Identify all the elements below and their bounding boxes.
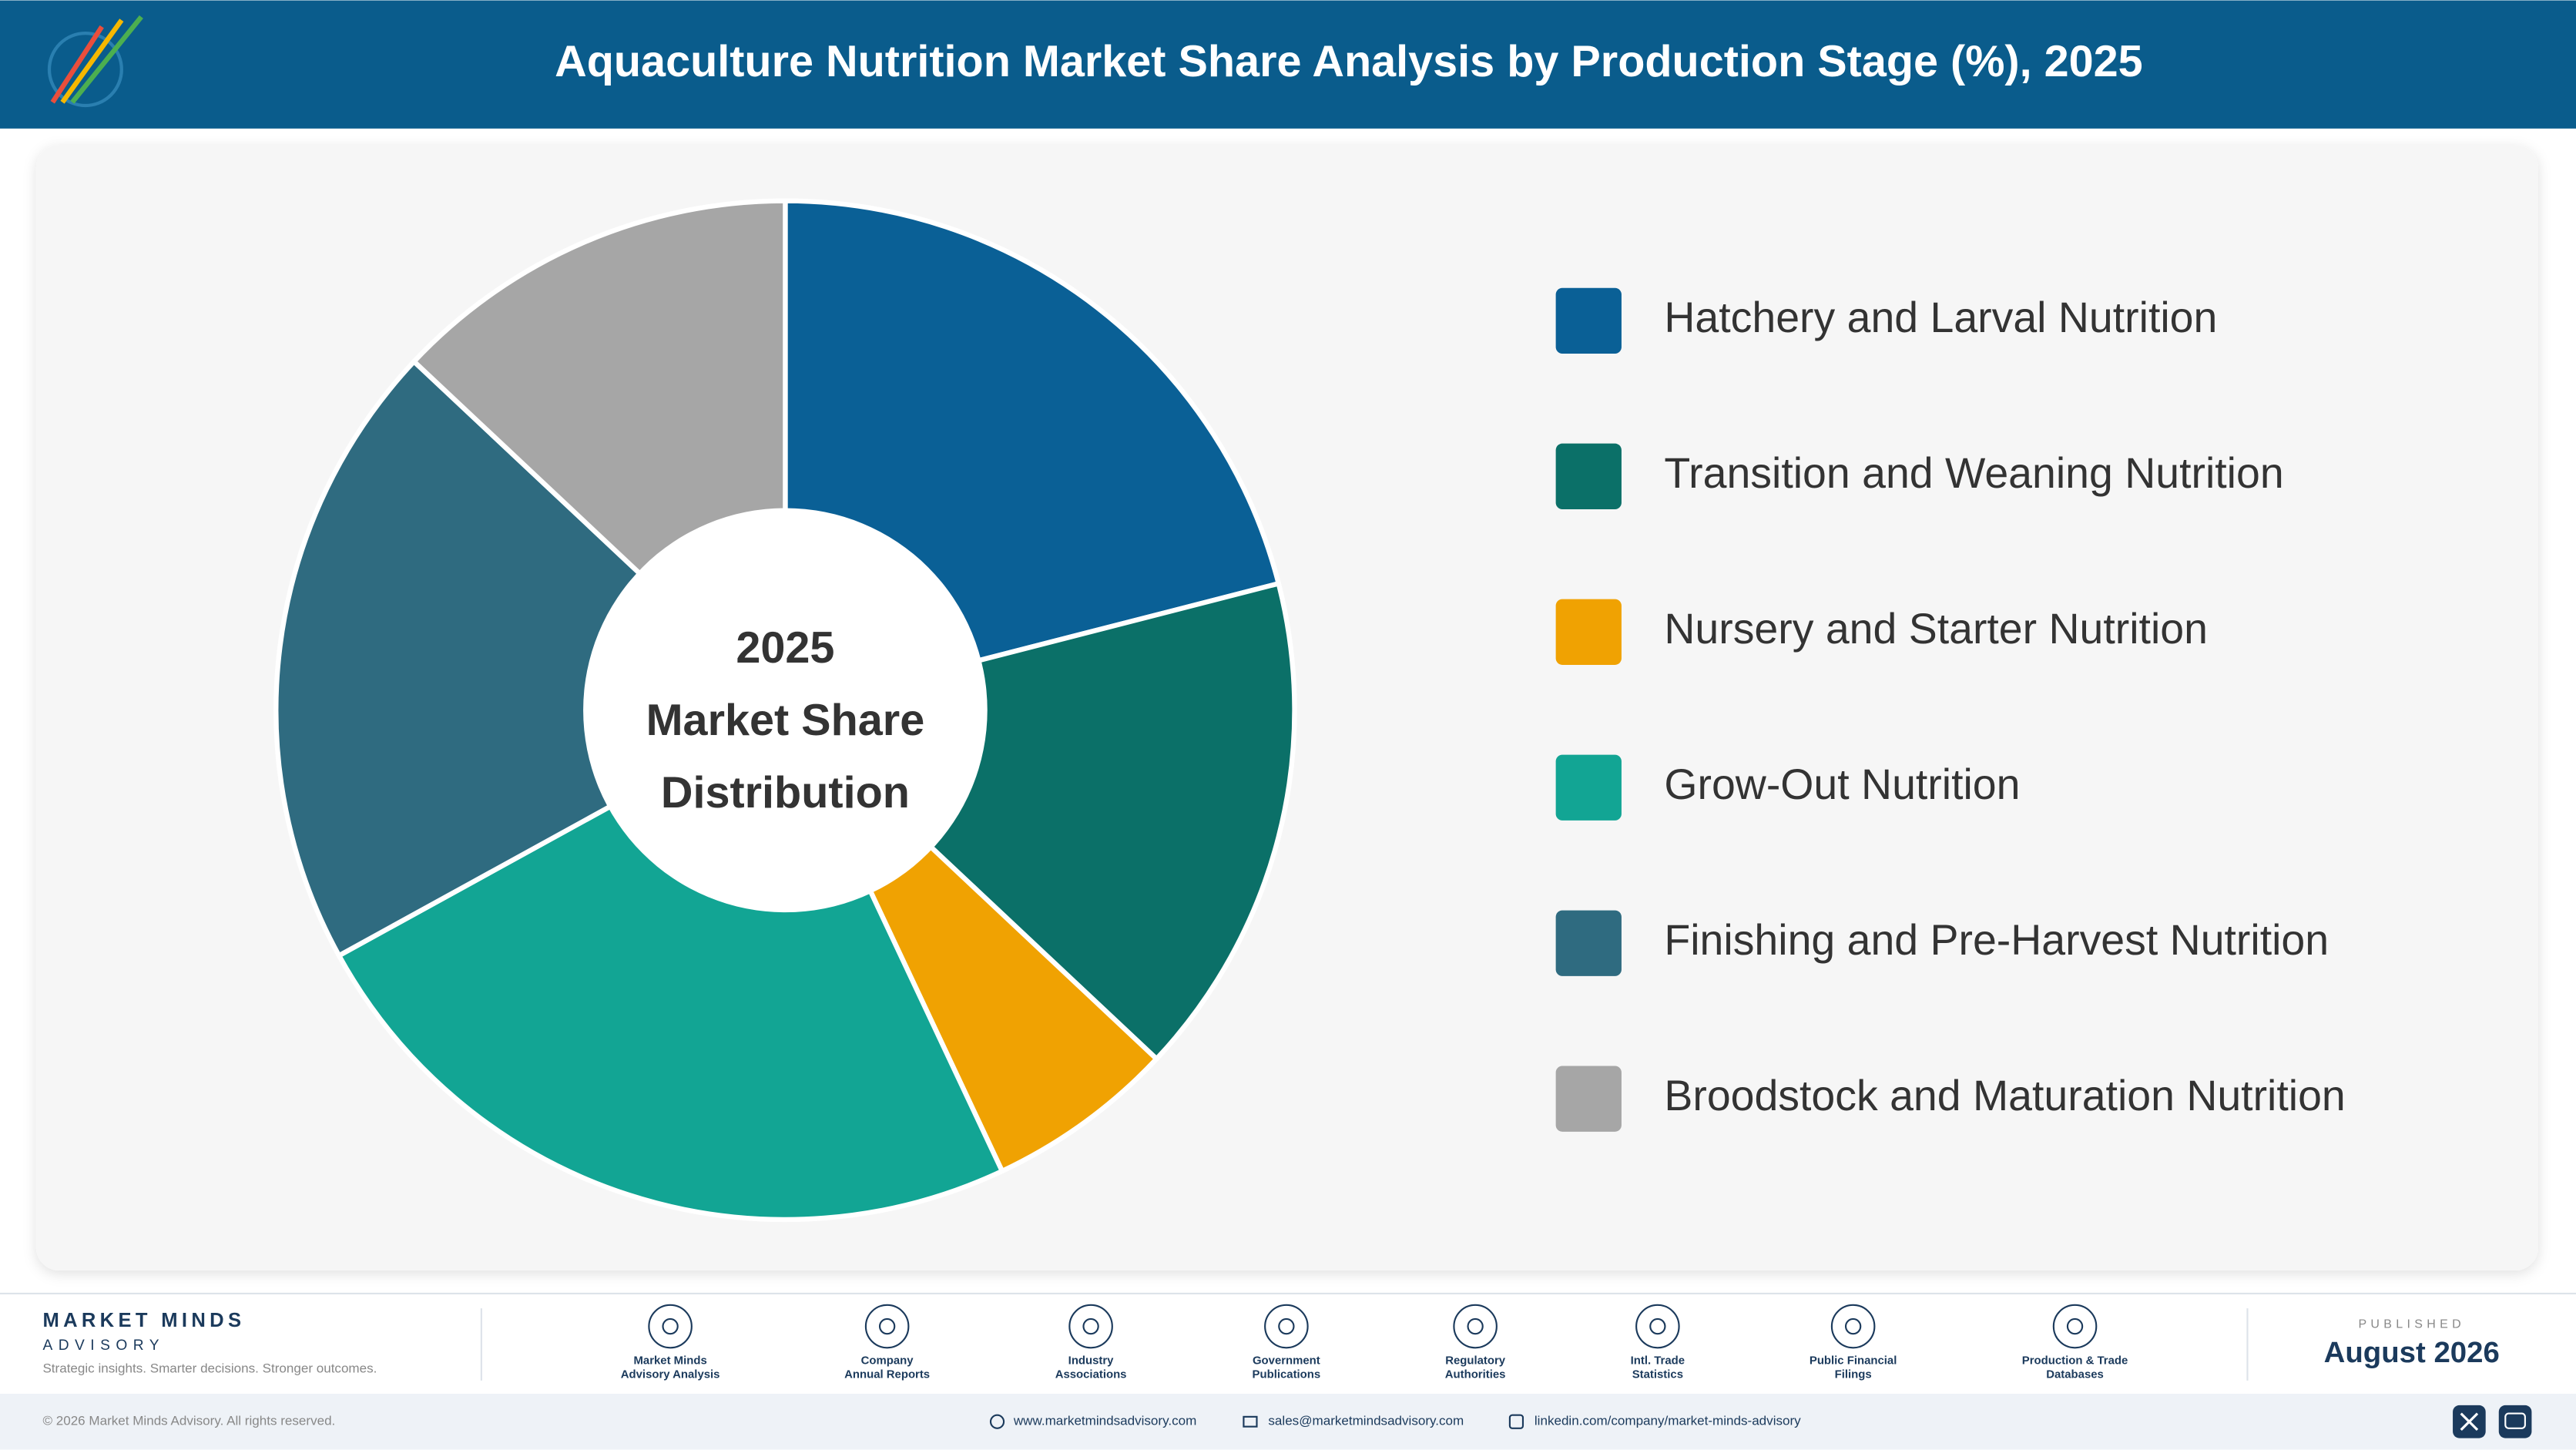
mail-icon — [1243, 1415, 1258, 1428]
logo — [47, 15, 143, 108]
center-text: Market Share — [646, 696, 925, 745]
brand: MARKET MINDS — [42, 1310, 245, 1331]
source-glyph — [1082, 1317, 1099, 1335]
source-glyph — [1844, 1317, 1862, 1335]
source-label: Intl. Trade — [1631, 1354, 1685, 1367]
source-label: Public Financial — [1810, 1354, 1897, 1367]
legend-label: Grow-Out Nutrition — [1664, 760, 2020, 808]
donut-hole — [583, 508, 988, 913]
source-icon — [1830, 1304, 1876, 1349]
source-label: Advisory Analysis — [621, 1368, 720, 1381]
legend-label: Nursery and Starter Nutrition — [1664, 605, 2208, 653]
web-icon — [989, 1414, 1005, 1429]
source-icon — [1264, 1304, 1309, 1349]
source-label: Statistics — [1632, 1368, 1683, 1381]
legend-label: Transition and Weaning Nutrition — [1664, 449, 2283, 497]
legend-swatch — [1555, 910, 1622, 976]
source-label: Production & Trade — [2022, 1354, 2128, 1367]
center-text: Distribution — [661, 768, 910, 817]
tagline: Strategic insights. Smarter decisions. S… — [42, 1361, 377, 1376]
youtube-icon — [2504, 1412, 2526, 1429]
source-label: Industry — [1068, 1354, 1115, 1367]
source-label: Annual Reports — [844, 1368, 930, 1381]
source-glyph — [662, 1317, 679, 1335]
source-label: Regulatory — [1445, 1354, 1506, 1367]
linkedin[interactable]: linkedin.com/company/market-minds-adviso… — [1535, 1414, 1801, 1428]
source-glyph — [1467, 1317, 1484, 1335]
legend-swatch — [1555, 443, 1622, 509]
brand-sub: ADVISORY — [42, 1338, 165, 1354]
source-label: Authorities — [1445, 1368, 1506, 1381]
source-icon — [648, 1304, 693, 1349]
x-icon — [2460, 1412, 2479, 1432]
source-label: Publications — [1253, 1368, 1321, 1381]
legend-label: Broodstock and Maturation Nutrition — [1664, 1072, 2345, 1119]
pie-slice — [273, 357, 790, 959]
source-label: Market Minds — [633, 1354, 706, 1367]
chart-title: Aquaculture Nutrition Market Share Analy… — [555, 37, 2143, 86]
legend-swatch — [1555, 599, 1622, 665]
source-label: Company — [861, 1354, 914, 1367]
source-icon — [2052, 1304, 2098, 1349]
bottom-bar — [0, 1393, 2576, 1450]
email[interactable]: sales@marketmindsadvisory.com — [1268, 1414, 1464, 1428]
header-bar — [0, 0, 2576, 129]
center-text: 2025 — [736, 623, 834, 673]
legend-swatch — [1555, 1066, 1622, 1132]
source-icon — [1635, 1304, 1680, 1349]
youtube-button[interactable] — [2498, 1405, 2532, 1438]
source-icon — [1453, 1304, 1498, 1349]
source-icon — [864, 1304, 910, 1349]
source-label: Databases — [2046, 1368, 2104, 1381]
legend-swatch — [1555, 287, 1622, 354]
source-glyph — [1278, 1317, 1295, 1335]
source-label: Associations — [1055, 1368, 1127, 1381]
copyright: © 2026 Market Minds Advisory. All rights… — [42, 1414, 335, 1428]
source-glyph — [1649, 1317, 1666, 1335]
legend: Hatchery and Larval Nutrition Transition … — [1555, 287, 2346, 1132]
source-label: Filings — [1835, 1368, 1872, 1381]
legend-label: Finishing and Pre-Harvest Nutrition — [1664, 916, 2329, 964]
website[interactable]: www.marketmindsadvisory.com — [1013, 1414, 1196, 1428]
published-label: PUBLISHED — [2358, 1318, 2465, 1331]
source-glyph — [878, 1317, 896, 1335]
published-date: August 2026 — [2324, 1336, 2500, 1369]
legend-label: Hatchery and Larval Nutrition — [1664, 294, 2217, 341]
linkedin-icon — [1508, 1414, 1524, 1429]
legend-swatch — [1555, 754, 1622, 821]
source-icon — [1068, 1304, 1113, 1349]
source-glyph — [2066, 1317, 2084, 1335]
source-label: Government — [1253, 1354, 1320, 1367]
